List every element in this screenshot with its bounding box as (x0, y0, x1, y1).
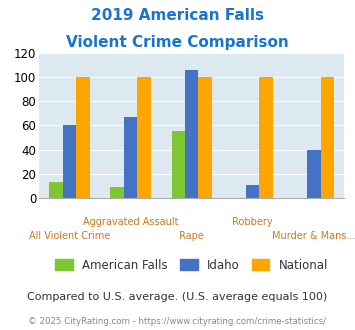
Text: Robbery: Robbery (233, 217, 273, 227)
Bar (246, 185, 260, 198)
Bar (124, 117, 137, 198)
Text: Rape: Rape (179, 231, 204, 241)
Text: Violent Crime Comparison: Violent Crime Comparison (66, 35, 289, 50)
Bar (137, 77, 151, 198)
Legend: American Falls, Idaho, National: American Falls, Idaho, National (50, 254, 333, 276)
Bar (321, 77, 334, 198)
Bar (307, 149, 321, 198)
Text: Aggravated Assault: Aggravated Assault (83, 217, 179, 227)
Text: Murder & Mans...: Murder & Mans... (272, 231, 355, 241)
Bar (63, 125, 76, 198)
Text: © 2025 CityRating.com - https://www.cityrating.com/crime-statistics/: © 2025 CityRating.com - https://www.city… (28, 317, 327, 326)
Text: All Violent Crime: All Violent Crime (29, 231, 110, 241)
Text: Compared to U.S. average. (U.S. average equals 100): Compared to U.S. average. (U.S. average … (27, 292, 328, 302)
Bar (260, 77, 273, 198)
Bar (198, 77, 212, 198)
Bar (171, 131, 185, 198)
Bar (185, 70, 198, 198)
Bar (110, 187, 124, 198)
Text: 2019 American Falls: 2019 American Falls (91, 8, 264, 23)
Bar (49, 182, 63, 198)
Bar (76, 77, 90, 198)
